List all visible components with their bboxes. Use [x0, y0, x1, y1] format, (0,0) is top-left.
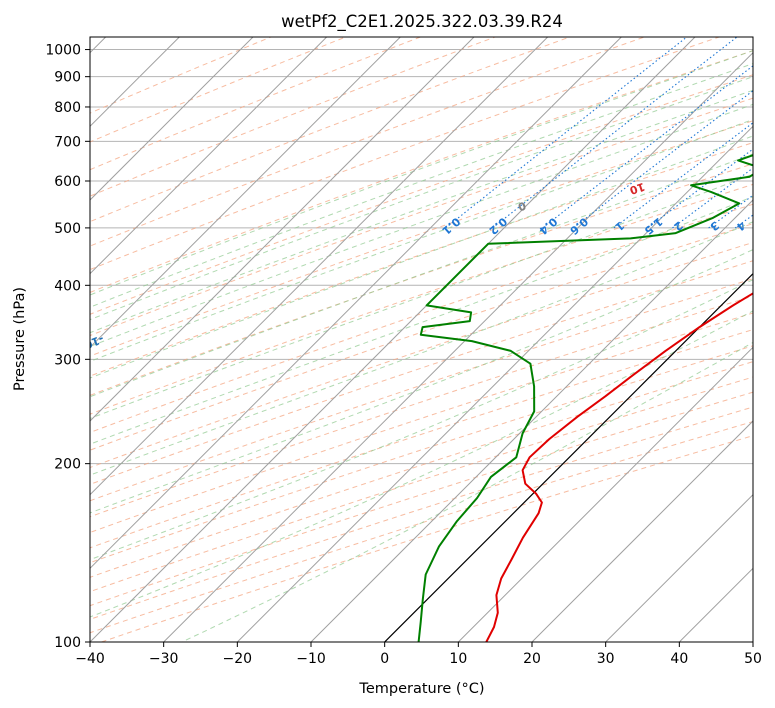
- dry-adiabat-line: [90, 37, 496, 197]
- moist-adiabat-line: [90, 221, 753, 476]
- moist-adiabats: [90, 50, 753, 642]
- moist-adiabat-line: [90, 196, 753, 445]
- isotherm-line: [90, 37, 254, 201]
- dry-adiabat-line: [90, 142, 753, 377]
- moist-adiabat-line: [90, 249, 753, 514]
- y-tick-label: 800: [54, 100, 81, 116]
- y-tick-label: 700: [54, 134, 81, 150]
- isotherm-line: [90, 37, 475, 422]
- x-tick-label: −10: [296, 651, 326, 667]
- isotherm-line: [605, 493, 753, 642]
- zero-isotherm: [384, 272, 753, 642]
- dry-adiabat-line: [90, 223, 753, 451]
- y-tick-label: 900: [54, 70, 81, 86]
- moist-adiabat-line: [90, 63, 753, 308]
- moist-adiabat-line: [180, 341, 753, 642]
- y-tick-label: 200: [54, 457, 81, 473]
- y-tick-label: 100: [54, 635, 81, 651]
- mixing-ratio-lines: [445, 37, 753, 229]
- isotherm-line: [90, 37, 696, 642]
- y-tick-label: 1000: [45, 43, 81, 59]
- y-tick-label: 600: [54, 174, 81, 190]
- y-axis-label: Pressure (hPa): [12, 287, 28, 391]
- dry-adiabat-line: [90, 391, 753, 607]
- x-tick-label: −30: [149, 651, 179, 667]
- moist-adiabat-line: [90, 76, 753, 321]
- isotherm-line: [236, 125, 753, 642]
- dry-adiabat-line: [90, 37, 421, 171]
- isotherm-line: [90, 37, 622, 570]
- isotherm-line: [531, 420, 753, 642]
- y-axis-ticks: 100 200 300 400 500 600 700 800 900 1000: [45, 43, 90, 651]
- y-tick-label: 500: [54, 221, 81, 237]
- dry-adiabat-line: [90, 421, 753, 634]
- x-tick-label: 0: [380, 651, 389, 667]
- pressure-gridlines: [90, 49, 753, 642]
- x-tick-label: −40: [75, 651, 105, 667]
- plot-content: -100-90-80-70-60-50-40-30-20-10010203040…: [82, 37, 753, 642]
- dry-adiabat-label: 10: [628, 180, 647, 197]
- dry-adiabat-line: [90, 37, 346, 143]
- x-tick-label: 50: [744, 651, 762, 667]
- isotherms: [90, 37, 753, 642]
- x-tick-label: 30: [597, 651, 615, 667]
- plot-area: [90, 37, 753, 642]
- moist-adiabat-line: [90, 50, 753, 296]
- temperature-line: [485, 292, 753, 642]
- x-tick-label: 20: [523, 651, 541, 667]
- chart-title: wetPf2_C2E1.2025.322.03.39.R24: [281, 12, 563, 32]
- sounding-series: [417, 154, 753, 642]
- moist-adiabat-line: [90, 89, 753, 334]
- isotherm-line: [457, 346, 753, 642]
- dry-adiabat-line: [90, 361, 753, 578]
- x-tick-label: 10: [449, 651, 467, 667]
- dry-adiabat-label: -10: [82, 332, 106, 351]
- mixing-ratio-line: [445, 37, 688, 229]
- dry-adiabat-line: [90, 278, 753, 502]
- y-tick-label: 400: [54, 278, 81, 294]
- isotherm-line: [90, 37, 328, 275]
- x-axis-ticks: −40 −30 −20 −10 0 10 20 30 40 50: [75, 642, 762, 667]
- isotherm-line: [310, 199, 753, 642]
- dry-adiabat-line: [90, 312, 753, 534]
- dry-adiabats: [90, 37, 753, 642]
- mixing-ratio-line: [542, 65, 753, 229]
- x-tick-label: 40: [670, 651, 688, 667]
- mixing-ratio-line: [672, 167, 753, 229]
- dry-adiabat-line: [90, 329, 753, 549]
- mixing-ratio-line: [647, 148, 753, 229]
- isotherm-line: [90, 37, 401, 349]
- x-axis-label: Temperature (°C): [358, 681, 484, 697]
- dry-adiabat-label: 0: [516, 199, 528, 214]
- y-tick-label: 300: [54, 352, 81, 368]
- mixing-ratio-line: [572, 90, 753, 229]
- dewpoint-line: [417, 154, 753, 642]
- plot-frame: [89, 36, 754, 643]
- x-tick-label: −20: [223, 651, 253, 667]
- isotherm-line: [90, 37, 549, 496]
- mixing-ratio-line: [613, 122, 753, 229]
- dry-adiabat-line: [90, 183, 753, 415]
